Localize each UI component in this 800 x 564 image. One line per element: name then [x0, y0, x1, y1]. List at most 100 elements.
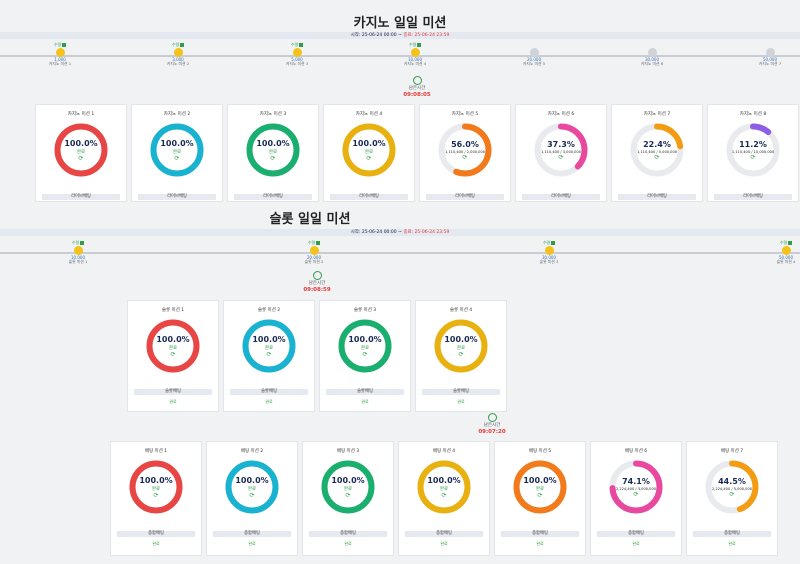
mission-card: 카지노 미션 2 100.0% 완료 ⟳ 라이브배팅 [131, 104, 223, 202]
refresh-icon[interactable]: ⟳ [153, 491, 159, 499]
mission-title: 배팅 미션 2 [240, 449, 264, 454]
progress-detail: 완료 [264, 345, 274, 351]
bet-button[interactable]: 라이브배팅 [138, 194, 216, 200]
mission-card: 배팅 미션 2 100.0% 완료 ⟳ 종합배팅 완료 [206, 441, 298, 556]
refresh-icon[interactable]: ⟳ [633, 490, 639, 498]
refresh-icon[interactable]: ⟳ [345, 491, 351, 499]
slot-title: 슬롯 일일 미션 [269, 212, 351, 227]
bet-button[interactable]: 라이브배팅 [618, 194, 696, 200]
ring-wrap: 100.0% 완료 ⟳ [320, 459, 376, 515]
bet-button[interactable]: 슬롯배팅 [326, 389, 404, 395]
bet-button[interactable]: 종합배팅 [405, 531, 483, 537]
percent-value: 100.0% [523, 475, 557, 485]
progress-detail: 1,110,400 / 2,000,000 [444, 149, 486, 154]
remain-label: 남은시간 [483, 423, 501, 428]
refresh-icon[interactable]: ⟳ [537, 491, 543, 499]
bet-button[interactable]: 라이브배팅 [714, 194, 792, 200]
mission-card: 카지노 미션 8 11.2% 1,110,400 / 10,000,000 ⟳ 라이브배… [707, 104, 799, 202]
refresh-icon[interactable]: ⟳ [174, 154, 180, 162]
refresh-icon[interactable]: ⟳ [558, 153, 564, 161]
ring-wrap: 100.0% 완료 ⟳ [241, 318, 297, 374]
progress-ring [246, 123, 300, 177]
ring-fill [150, 123, 204, 177]
mission-card: 배팅 미션 3 100.0% 완료 ⟳ 종합배팅 완료 [302, 441, 394, 556]
refresh-icon[interactable]: ⟳ [249, 491, 255, 499]
refresh-icon[interactable]: ⟳ [462, 153, 468, 161]
percent-value: 100.0% [352, 138, 386, 148]
ring-fill [630, 123, 684, 177]
smiley-coin-icon [781, 246, 791, 255]
check-icon [417, 43, 422, 47]
ring-center: 22.4% 1,110,400 / 5,000,000 ⟳ [629, 122, 685, 178]
slot-start: 시작: 25-06-24 00:00 [350, 230, 397, 235]
bet-button[interactable]: 종합배팅 [213, 531, 291, 537]
ring-fill [705, 460, 759, 514]
refresh-icon[interactable]: ⟳ [654, 153, 660, 161]
bet-button[interactable]: 슬롯배팅 [422, 389, 500, 395]
refresh-icon[interactable]: ⟳ [729, 490, 735, 498]
milestone: 50,000 카지노 미션 7 [750, 42, 790, 66]
progress-detail: 완료 [360, 345, 370, 351]
ring-center: 100.0% 완료 ⟳ [53, 122, 109, 178]
refresh-icon[interactable]: ⟳ [458, 350, 464, 358]
remain-label: 남은시간 [308, 281, 326, 286]
bet-button[interactable]: 종합배팅 [117, 531, 195, 537]
refresh-icon[interactable]: ⟳ [78, 154, 84, 162]
ring-fill [534, 123, 588, 177]
bet-button[interactable]: 라이브배팅 [42, 194, 120, 200]
progress-detail: 완료 [456, 345, 466, 351]
milestone-label: 카지노 미션 1 [48, 61, 72, 66]
refresh-icon[interactable]: ⟳ [366, 154, 372, 162]
ring-wrap: 100.0% 완료 ⟳ [337, 318, 393, 374]
refresh-icon[interactable]: ⟳ [270, 154, 276, 162]
percent-value: 44.5% [718, 476, 746, 486]
mission-title: 카지노 미션 4 [355, 112, 383, 117]
refresh-icon[interactable]: ⟳ [266, 350, 272, 358]
progress-ring [146, 319, 200, 373]
ring-fill [342, 123, 396, 177]
refresh-icon[interactable]: ⟳ [170, 350, 176, 358]
milestone: 20,000 카지노 미션 5 [514, 42, 554, 66]
received-badge: 수령 [766, 240, 800, 246]
bet-button[interactable]: 종합배팅 [501, 531, 579, 537]
bet-button[interactable]: 라이브배팅 [330, 194, 408, 200]
progress-detail: 완료 [535, 486, 545, 492]
bet-button[interactable]: 라이브배팅 [426, 194, 504, 200]
reward-amount: 30,000 [542, 255, 556, 260]
refresh-icon[interactable]: ⟳ [441, 491, 447, 499]
bet-button[interactable]: 종합배팅 [309, 531, 387, 537]
ring-fill [609, 460, 663, 514]
percent-value: 100.0% [160, 138, 194, 148]
ring-fill [338, 319, 392, 373]
refresh-icon[interactable]: ⟳ [362, 350, 368, 358]
mission-card: 배팅 미션 1 100.0% 완료 ⟳ 종합배팅 완료 [110, 441, 202, 556]
progress-ring [225, 460, 279, 514]
ring-center: 100.0% 완료 ⟳ [128, 459, 184, 515]
ring-center: 100.0% 완료 ⟳ [320, 459, 376, 515]
progress-detail: 1,110,400 / 3,000,000 [540, 149, 582, 154]
bet-button[interactable]: 라이브배팅 [234, 194, 312, 200]
mission-card: 배팅 미션 5 100.0% 완료 ⟳ 종합배팅 완료 [494, 441, 586, 556]
ring-center: 100.0% 완료 ⟳ [512, 459, 568, 515]
reward-amount: 5,000 [291, 57, 303, 62]
ring-wrap: 100.0% 완료 ⟳ [416, 459, 472, 515]
bet-button[interactable]: 슬롯배팅 [230, 389, 308, 395]
bet-button[interactable]: 라이브배팅 [522, 194, 600, 200]
mission-title: 카지노 미션 6 [547, 112, 575, 117]
bet-button[interactable]: 슬롯배팅 [134, 389, 212, 395]
ring-fill [54, 123, 108, 177]
mission-title: 슬롯 미션 4 [449, 308, 473, 313]
mission-card: 슬롯 미션 1 100.0% 완료 ⟳ 슬롯배팅 완료 [127, 300, 219, 412]
mission-card: 카지노 미션 4 100.0% 완료 ⟳ 라이브배팅 [323, 104, 415, 202]
mission-title: 카지노 미션 3 [259, 112, 287, 117]
milestone-label: 카지노 미션 4 [403, 61, 427, 66]
ring-fill [225, 460, 279, 514]
refresh-icon[interactable]: ⟳ [750, 153, 756, 161]
bet-button[interactable]: 종합배팅 [597, 531, 675, 537]
ring-center: 100.0% 완료 ⟳ [224, 459, 280, 515]
progress-ring [321, 460, 375, 514]
slot-period-bar: 시작: 25-06-24 00:00 ~ 종료: 25-06-24 23:59 [0, 229, 800, 236]
status-text: 완료 [728, 541, 736, 546]
reward-amount: 1,000 [54, 57, 66, 62]
bet-button[interactable]: 종합배팅 [693, 531, 771, 537]
